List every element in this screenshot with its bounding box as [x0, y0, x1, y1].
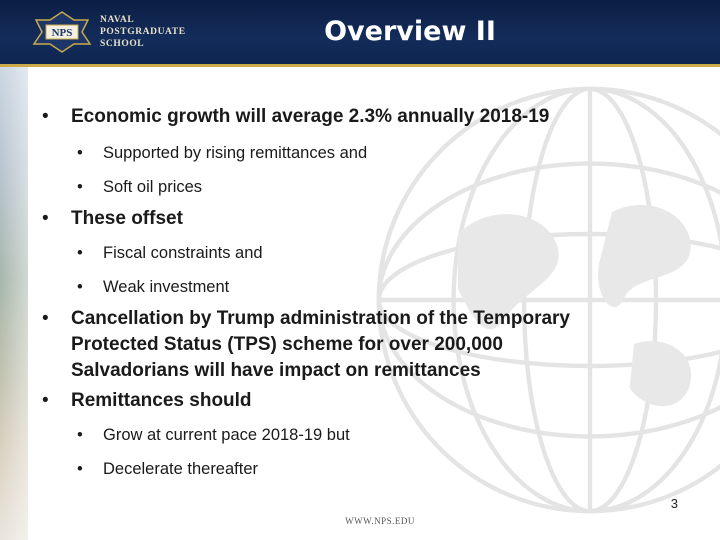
bullet-list: • Economic growth will average 2.3% annu… [40, 106, 680, 484]
footer-url: WWW.NPS.EDU [345, 516, 415, 526]
bullet-text: Fiscal constraints and [103, 244, 263, 262]
bullet-text: Soft oil prices [103, 178, 203, 196]
sub-bullet-item: • Soft oil prices [40, 178, 680, 202]
bullet-text-line: Cancellation by Trump administration of … [71, 308, 571, 329]
sub-bullet-item: • Supported by rising remittances and [40, 144, 680, 168]
bullet-item: • Economic growth will average 2.3% annu… [40, 106, 680, 134]
slide-title: Overview II [324, 16, 496, 47]
bullet-glyph: • [77, 278, 83, 296]
bullet-text: Weak investment [103, 278, 230, 296]
logo-line: POSTGRADUATE [100, 27, 186, 37]
bullet-glyph: • [77, 460, 83, 478]
globe-watermark [376, 86, 720, 514]
header-underline [0, 64, 720, 67]
logo-wordmark: NAVAL POSTGRADUATE SCHOOL [100, 14, 186, 50]
sub-bullet-item: • Fiscal constraints and [40, 244, 680, 268]
bullet-glyph: • [42, 390, 49, 411]
campus-photo-fade [0, 67, 60, 540]
nps-logo: NPS [32, 11, 92, 53]
logo-line: SCHOOL [100, 39, 145, 49]
bullet-glyph: • [42, 208, 49, 229]
bullet-text: Remittances should [71, 390, 252, 411]
bullet-text-line: Protected Status (TPS) scheme for over 2… [71, 334, 503, 355]
bullet-glyph: • [42, 308, 49, 329]
bullet-text: Decelerate thereafter [103, 460, 259, 478]
logo-line: NAVAL [100, 15, 135, 25]
logo-emblem-text: NPS [52, 27, 73, 39]
bullet-item: • These offset [40, 208, 680, 236]
bullet-glyph: • [77, 426, 83, 444]
bullet-glyph: • [77, 144, 83, 162]
sub-bullet-item: • Weak investment [40, 278, 680, 302]
header-bar [0, 0, 720, 64]
bullet-item: • Remittances should [40, 390, 680, 418]
bullet-glyph: • [77, 244, 83, 262]
sub-bullet-item: • Decelerate thereafter [40, 460, 680, 484]
bullet-text: Supported by rising remittances and [103, 144, 368, 162]
sub-bullet-item: • Grow at current pace 2018-19 but [40, 426, 680, 450]
bullet-glyph: • [77, 178, 83, 196]
bullet-item: • Cancellation by Trump administration o… [40, 306, 680, 384]
bullet-text: These offset [71, 208, 183, 229]
page-number: 3 [670, 496, 678, 511]
bullet-text: Economic growth will average 2.3% annual… [71, 106, 550, 127]
bullet-glyph: • [42, 106, 49, 127]
bullet-text-line: Salvadorians will have impact on remitta… [71, 360, 481, 381]
bullet-text: Grow at current pace 2018-19 but [103, 426, 350, 444]
